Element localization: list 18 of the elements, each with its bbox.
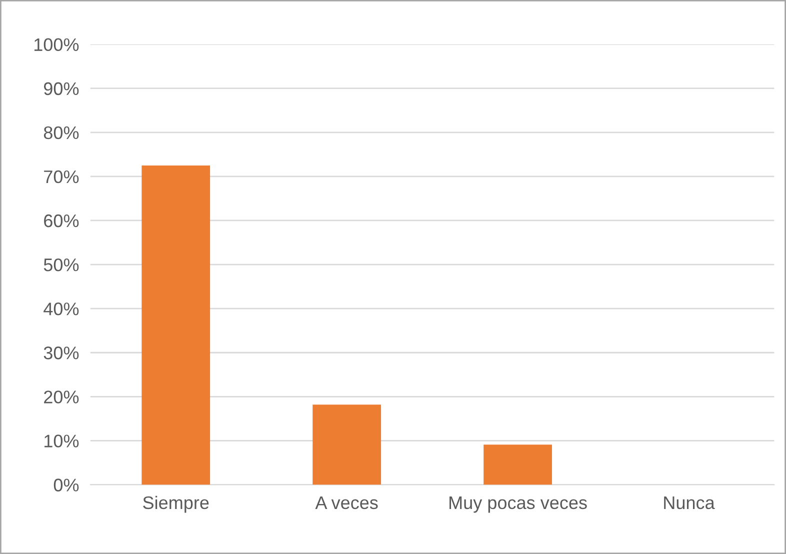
bar: [142, 165, 210, 485]
x-tick-label: Muy pocas veces: [450, 496, 587, 513]
y-tick-label: 50%: [44, 258, 79, 272]
y-tick-label: 60%: [44, 214, 79, 228]
y-tick-label: 80%: [44, 126, 79, 140]
y-tick-label: 70%: [44, 170, 79, 184]
y-tick-label: 20%: [44, 390, 79, 404]
x-tick-label: Siempre: [143, 496, 209, 513]
x-tick-label: Nunca: [664, 496, 715, 510]
y-tick-label: 10%: [44, 434, 79, 448]
y-tick-label: 30%: [44, 346, 79, 360]
bar: [484, 444, 552, 485]
y-tick-label: 40%: [44, 302, 79, 316]
bar: [312, 404, 382, 485]
x-tick-label: A veces: [315, 496, 378, 510]
y-tick-label: 90%: [44, 82, 79, 96]
y-tick-label: 100%: [34, 38, 79, 52]
y-tick-label: 0%: [54, 478, 79, 492]
